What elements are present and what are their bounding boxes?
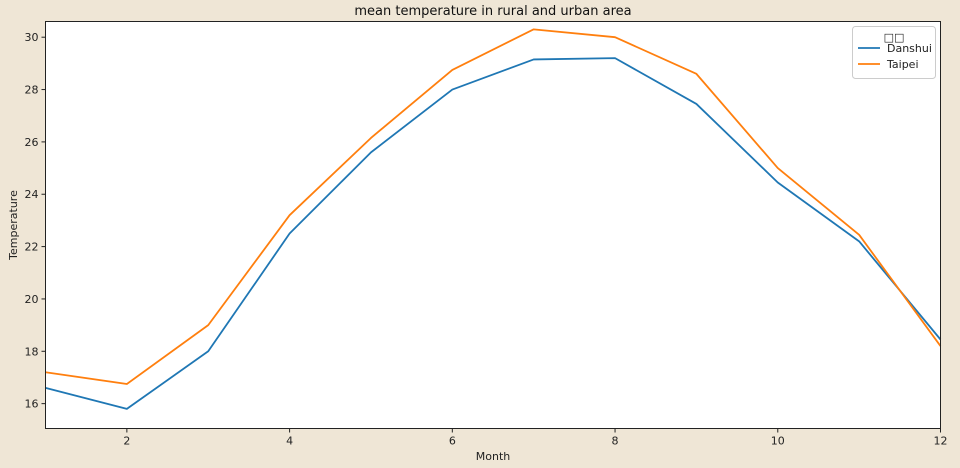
y-axis: 16 18 20 22 24 26 28 30: [25, 31, 46, 411]
legend: □□ Danshui Taipei: [852, 26, 936, 79]
y-tick-label: 16: [25, 398, 39, 411]
x-tick-label: 8: [612, 435, 619, 448]
x-tick-label: 12: [934, 435, 948, 448]
x-axis-label: Month: [476, 450, 511, 463]
plot-area: [45, 21, 941, 429]
series-line-taipei: [45, 28, 942, 385]
y-tick-label: 22: [25, 241, 39, 254]
series-layer: [45, 28, 942, 410]
plot-frame: [45, 21, 941, 429]
legend-label-taipei: Taipei: [886, 58, 919, 71]
x-tick-label: 10: [771, 435, 785, 448]
y-tick-label: 24: [25, 188, 39, 201]
y-tick-label: 18: [25, 345, 39, 358]
x-tick-label: 2: [123, 435, 130, 448]
y-tick-label: 28: [25, 84, 39, 97]
x-axis: 2 4 6 8 10 12: [123, 428, 948, 448]
y-axis-label: Temperature: [7, 190, 20, 261]
chart-title: mean temperature in rural and urban area: [354, 4, 631, 19]
y-tick-label: 20: [25, 293, 39, 306]
x-tick-label: 4: [286, 435, 293, 448]
legend-box: [852, 26, 936, 79]
legend-label-danshui: Danshui: [887, 42, 932, 55]
legend-title: □□: [884, 31, 905, 44]
y-tick-label: 30: [25, 31, 39, 44]
y-tick-label: 26: [25, 136, 39, 149]
series-line-danshui: [45, 57, 942, 410]
x-tick-label: 6: [449, 435, 456, 448]
legend-items: Danshui Taipei: [858, 42, 932, 71]
